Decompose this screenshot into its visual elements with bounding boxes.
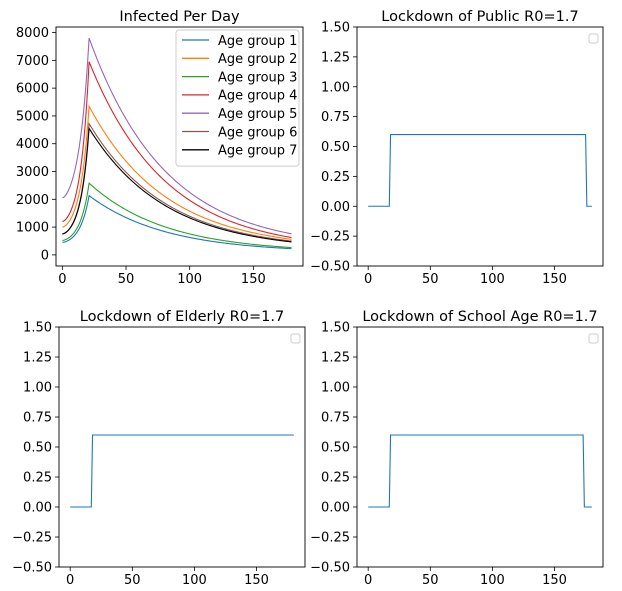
y-tick-label: −0.50: [310, 561, 350, 576]
y-tick-label: 3000: [16, 165, 49, 180]
x-tick-label: 100: [480, 272, 505, 287]
x-tick-label: 50: [422, 272, 439, 287]
y-tick-label: 1.50: [321, 321, 350, 336]
x-tick-label: 0: [364, 272, 372, 287]
y-tick-label: 7000: [16, 54, 49, 69]
y-tick-label: 1.00: [23, 381, 52, 396]
y-tick-label: 0.75: [23, 411, 52, 426]
y-tick-label: −0.50: [12, 561, 52, 576]
legend-label: Age group 7: [218, 144, 297, 159]
y-tick-label: 1000: [16, 221, 49, 236]
x-tick-label: 150: [542, 573, 567, 588]
x-tick-label: 0: [364, 573, 372, 588]
y-tick-label: 0.50: [23, 441, 52, 456]
y-tick-label: −0.25: [310, 531, 350, 546]
x-tick-label: 50: [422, 573, 439, 588]
y-tick-label: 0.25: [321, 471, 350, 486]
legend-label: Age group 5: [218, 107, 297, 122]
y-tick-label: 0.00: [321, 200, 350, 215]
y-tick-label: 0.25: [23, 471, 52, 486]
series-line: [70, 434, 294, 508]
y-tick-label: 1.25: [23, 351, 52, 366]
x-tick-label: 150: [244, 573, 269, 588]
chart-3: Lockdown of Elderly R0=1.7 0 50 100 150 −0.50…: [12, 309, 306, 588]
y-tick-label: 1.50: [321, 21, 350, 36]
y-tick-label: 1.50: [23, 321, 52, 336]
legend-label: Age group 4: [218, 89, 297, 104]
y-tick-label: 8000: [16, 26, 49, 41]
series-line-6: [62, 121, 292, 242]
legend-label: Age group 2: [218, 52, 297, 67]
legend-label: Age group 1: [218, 34, 297, 49]
chart-1: Infected Per Day 0 50 100 150 0 1000 2000 3000 40…: [16, 9, 304, 287]
y-tick-label: 0.00: [23, 501, 52, 516]
chart-title: Infected Per Day: [119, 9, 240, 25]
y-tick-label: 1.00: [321, 381, 350, 396]
y-tick-label: 1.25: [321, 50, 350, 65]
legend-box: [588, 33, 599, 44]
y-tick-label: 0.25: [321, 170, 350, 185]
legend-label: Age group 3: [218, 70, 297, 85]
y-tick-label: 0.75: [321, 110, 350, 125]
y-tick-label: 4000: [16, 137, 49, 152]
y-tick-label: 6000: [16, 82, 49, 97]
series-line-4: [62, 61, 292, 239]
chart-title: Lockdown of School Age R0=1.7: [362, 309, 597, 325]
plot-area: [368, 434, 592, 508]
chart-title: Lockdown of Elderly R0=1.7: [80, 309, 284, 325]
x-tick-label: 0: [58, 272, 66, 287]
x-tick-label: 100: [480, 573, 505, 588]
x-tick-label: 100: [182, 573, 207, 588]
y-tick-label: 1.25: [321, 351, 350, 366]
plot-area: [70, 434, 294, 508]
x-tick-label: 150: [241, 272, 266, 287]
y-tick-label: 2000: [16, 193, 49, 208]
y-tick-label: −0.50: [310, 260, 350, 275]
legend-box: [588, 333, 599, 344]
y-tick-label: 0.75: [321, 411, 350, 426]
chart-title: Lockdown of Public R0=1.7: [381, 9, 578, 25]
y-tick-label: −0.25: [12, 531, 52, 546]
plot-area: [62, 37, 292, 250]
axes-frame: [58, 326, 306, 568]
y-tick-label: 0.50: [321, 441, 350, 456]
plot-area: [368, 134, 592, 207]
x-tick-label: 0: [66, 573, 74, 588]
series-line: [368, 134, 592, 207]
axes-frame: [356, 326, 604, 568]
y-tick-label: 0: [41, 248, 49, 263]
y-tick-label: −0.25: [310, 230, 350, 245]
axes-frame: [356, 26, 604, 267]
series-line-1: [62, 194, 292, 250]
chart-4: Lockdown of School Age R0=1.7 0 50 100 150 −0…: [310, 309, 604, 588]
series-line-7: [62, 126, 292, 243]
legend-label: Age group 6: [218, 125, 297, 140]
legend-box: [290, 333, 301, 344]
series-line: [368, 434, 592, 508]
x-tick-label: 50: [118, 272, 135, 287]
chart-2: Lockdown of Public R0=1.7 0 50 100 150 −0.50 −…: [310, 9, 604, 287]
y-tick-label: 1.00: [321, 80, 350, 95]
y-tick-label: 0.00: [321, 501, 350, 516]
y-tick-label: 0.50: [321, 140, 350, 155]
x-tick-label: 150: [542, 272, 567, 287]
series-line-2: [62, 104, 292, 240]
y-tick-label: 5000: [16, 109, 49, 124]
series-line-3: [62, 182, 292, 249]
x-tick-label: 50: [124, 573, 141, 588]
series-line-5: [62, 37, 292, 235]
x-tick-label: 100: [177, 272, 202, 287]
axes-frame: [55, 26, 304, 267]
